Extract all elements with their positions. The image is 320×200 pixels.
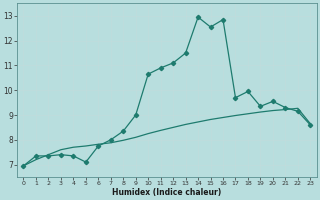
X-axis label: Humidex (Indice chaleur): Humidex (Indice chaleur) xyxy=(112,188,221,197)
